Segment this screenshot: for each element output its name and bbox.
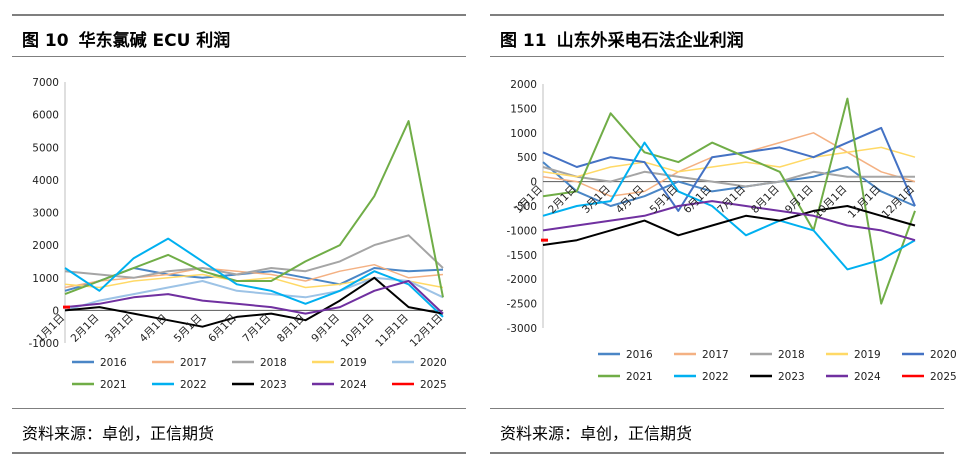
x-tick-label: 11月1日 (373, 312, 411, 350)
y-tick-label: 3000 (32, 208, 59, 220)
y-tick-label: 1500 (510, 103, 537, 115)
source-rule (12, 408, 466, 409)
y-tick-label: 1000 (32, 273, 59, 285)
y-tick-label: 500 (517, 152, 537, 164)
left-figure-panel: 图 10 华东氯碱 ECU 利润 7000 6000 5000 4000 3000 2000… (0, 0, 478, 462)
x-tick-label: 10月1日 (812, 183, 850, 221)
legend-label-2020: 2020 (930, 349, 956, 361)
legend-label-2019: 2019 (854, 349, 881, 361)
y-tick-label: -1000 (506, 225, 537, 237)
legend-label-2018: 2018 (260, 357, 287, 369)
legend-label-2021: 2021 (626, 371, 653, 383)
y-tick-label: 5000 (32, 142, 59, 154)
x-tick-label: 6月1日 (206, 312, 239, 345)
legend-label-2021: 2021 (100, 379, 127, 391)
x-tick-label: 12月1日 (880, 183, 918, 221)
y-tick-label: 2000 (32, 240, 59, 252)
x-tick-label: 12月1日 (408, 312, 446, 350)
x-tick-label: 2月1日 (69, 312, 102, 345)
figure-number: 图 11 (500, 31, 547, 51)
legend-label-2016: 2016 (100, 357, 127, 369)
figure-title: 图 10 华东氯碱 ECU 利润 (22, 26, 230, 51)
title-rule (490, 56, 944, 57)
profit-line-chart: 2000150010005000-500-1000-1500-2000-2500… (478, 64, 956, 404)
figure-title: 图 11 山东外采电石法企业利润 (500, 26, 744, 51)
y-tick-label: -2500 (506, 299, 537, 311)
legend-label-2024: 2024 (340, 379, 367, 391)
x-tick-label: 3月1日 (580, 183, 613, 216)
title-rule (12, 56, 466, 57)
y-tick-label: -1500 (506, 250, 537, 262)
top-rule (490, 14, 944, 16)
y-tick-label: 4000 (32, 175, 59, 187)
legend-label-2019: 2019 (340, 357, 367, 369)
y-tick-label: 7000 (32, 77, 59, 89)
legend-label-2023: 2023 (778, 371, 805, 383)
bottom-rule (12, 452, 466, 454)
legend-label-2022: 2022 (702, 371, 729, 383)
legend-label-2025: 2025 (930, 371, 956, 383)
legend-label-2020: 2020 (420, 357, 447, 369)
x-tick-label: 3月1日 (103, 312, 136, 345)
y-tick-label: 1000 (510, 128, 537, 140)
y-tick-label: 2000 (510, 79, 537, 91)
y-tick-label: -2000 (506, 274, 537, 286)
figure-title-text: 山东外采电石法企业利润 (557, 31, 744, 51)
legend-label-2024: 2024 (854, 371, 881, 383)
source-note: 资料来源：卓创，正信期货 (22, 420, 214, 444)
right-figure-panel: 图 11 山东外采电石法企业利润 2000 1500 1000 500 0 -500 -100… (478, 0, 956, 462)
y-tick-label: 6000 (32, 110, 59, 122)
legend-label-2022: 2022 (180, 379, 207, 391)
x-tick-label: 9月1日 (309, 312, 342, 345)
legend-label-2017: 2017 (702, 349, 729, 361)
legend-label-2017: 2017 (180, 357, 207, 369)
legend-label-2025: 2025 (420, 379, 447, 391)
x-tick-label: 5月1日 (172, 312, 205, 345)
legend-label-2018: 2018 (778, 349, 805, 361)
top-rule (12, 14, 466, 16)
source-rule (490, 408, 944, 409)
bottom-rule (490, 452, 944, 454)
series-line-2018 (65, 235, 443, 277)
legend-label-2023: 2023 (260, 379, 287, 391)
y-tick-label: -3000 (506, 323, 537, 335)
figure-number: 图 10 (22, 31, 69, 51)
figure-title-text: 华东氯碱 ECU 利润 (79, 31, 231, 51)
source-note: 资料来源：卓创，正信期货 (500, 420, 692, 444)
legend-label-2016: 2016 (626, 349, 653, 361)
x-tick-label: 10月1日 (339, 312, 377, 350)
